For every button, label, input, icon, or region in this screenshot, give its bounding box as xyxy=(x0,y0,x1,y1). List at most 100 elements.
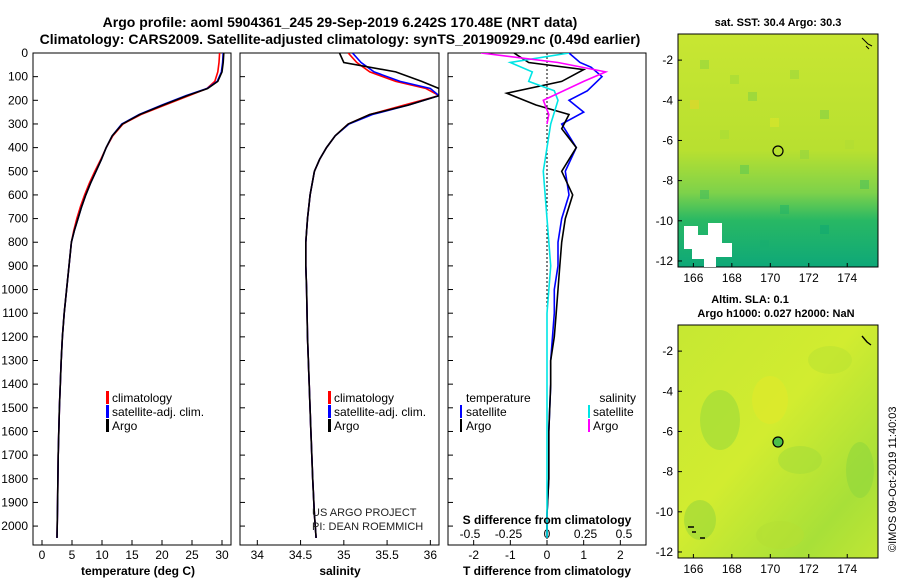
legend-swatch-t-argo xyxy=(460,419,462,432)
project-credit: US ARGO PROJECT xyxy=(312,507,417,519)
legend-swatch-s-satellite xyxy=(588,405,590,418)
map-x-tick-label: 170 xyxy=(760,562,780,576)
legend-swatch-climatology xyxy=(328,391,331,404)
difference-legend: temperature satellite Argo salinity sate… xyxy=(460,391,636,433)
sst-map-axes: 166 168 170 172 174 -2 -4 -6 -8 -10 -12 xyxy=(656,53,858,285)
map-y-tick-label: -12 xyxy=(656,545,674,559)
x-tick-label: 2 xyxy=(617,548,624,562)
legend-label-climatology: climatology xyxy=(334,391,394,405)
legend-label-argo: Argo xyxy=(334,419,360,433)
temperature-x-axis: 0 5 10 15 20 25 30 xyxy=(39,540,229,562)
map-y-tick-label: -8 xyxy=(662,174,673,188)
depth-tick-label: 700 xyxy=(8,212,28,226)
depth-tick-label: 1800 xyxy=(1,472,28,486)
x-tick-label: 0 xyxy=(544,548,551,562)
depth-tick-label: 1300 xyxy=(1,354,28,368)
salinity-xlabel: salinity xyxy=(319,564,361,578)
salinity-legend: climatology satellite-adj. clim. Argo xyxy=(328,391,426,433)
series-line-argo xyxy=(304,53,439,538)
sla-map-axes: 166 168 170 172 174 -2 -4 -6 -8 -10 -12 xyxy=(656,344,858,576)
legend-label-satellite: satellite-adj. clim. xyxy=(112,405,204,419)
depth-tick-label: 900 xyxy=(8,259,28,273)
map-x-tick-label: 166 xyxy=(683,271,703,285)
sla-argo-position-marker xyxy=(772,436,784,448)
sst-land-mask xyxy=(684,223,732,267)
difference-series xyxy=(480,53,609,538)
legend-label-climatology: climatology xyxy=(112,391,172,405)
map-x-tick-label: 174 xyxy=(837,271,857,285)
map-y-tick-label: -4 xyxy=(662,93,673,107)
x-tick-label: 35 xyxy=(337,548,351,562)
temperature-legend: climatology satellite-adj. clim. Argo xyxy=(106,391,204,433)
figure-title-line1: Argo profile: aoml 5904361_245 29-Sep-20… xyxy=(103,14,578,30)
x-tick-label: 5 xyxy=(69,548,76,562)
x-tick-label: 1 xyxy=(580,548,587,562)
depth-tick-label: 1100 xyxy=(2,306,28,320)
x-tick-label: -2 xyxy=(468,548,479,562)
legend-swatch-climatology xyxy=(106,391,109,404)
x-tick-label: -1 xyxy=(505,548,516,562)
depth-tick-label: 100 xyxy=(8,70,28,84)
depth-tick-label: 1900 xyxy=(1,495,28,509)
depth-axis: 0 100 200 300 400 500 600 700 800 900 1000 1100 1200… xyxy=(1,46,453,533)
map-y-tick-label: -6 xyxy=(662,424,673,438)
legend-swatch-satellite xyxy=(328,405,331,418)
map-x-tick-label: 172 xyxy=(799,562,819,576)
sla-map xyxy=(677,324,879,559)
legend-label-argo: Argo xyxy=(112,419,138,433)
depth-tick-label: 1400 xyxy=(1,377,28,391)
depth-tick-label: 300 xyxy=(8,117,28,131)
legend-swatch-t-satellite xyxy=(460,405,462,418)
imos-footer: ©IMOS 09-Oct-2019 11:40:03 xyxy=(887,407,899,552)
legend-label-s-satellite: satellite xyxy=(593,405,634,419)
salinity-difference-xlabel: S difference from climatology xyxy=(463,513,632,527)
difference-x-axis: -2 -1 0 1 2 xyxy=(468,540,624,562)
legend-label-satellite: satellite-adj. clim. xyxy=(334,405,426,419)
depth-tick-label: 1200 xyxy=(1,330,28,344)
salinity-series xyxy=(304,53,439,538)
sla-coastline xyxy=(688,335,872,539)
depth-tick-label: 2000 xyxy=(1,519,28,533)
depth-tick-label: 1600 xyxy=(1,424,28,438)
sst-map-texture xyxy=(690,60,869,249)
map-y-tick-label: -2 xyxy=(662,53,673,67)
x-tick-label: 10 xyxy=(95,548,109,562)
legend-title-salinity: salinity xyxy=(599,391,636,405)
map-y-tick-label: -10 xyxy=(656,505,674,519)
temperature-xlabel: temperature (deg C) xyxy=(81,564,195,578)
map-x-tick-label: 170 xyxy=(760,271,780,285)
figure-title-line2: Climatology: CARS2009. Satellite-adjuste… xyxy=(40,31,641,47)
sst-argo-position-marker xyxy=(772,145,784,157)
x2-tick-label: 0.5 xyxy=(616,527,633,541)
series-line-s-argo xyxy=(480,53,609,125)
sst-map-title: sat. SST: 30.4 Argo: 30.3 xyxy=(715,17,842,29)
x-tick-label: 34.5 xyxy=(289,548,313,562)
map-y-tick-label: -8 xyxy=(662,465,673,479)
sst-map xyxy=(677,33,879,268)
x-tick-label: 25 xyxy=(185,548,199,562)
x2-tick-label: -0.5 xyxy=(460,527,481,541)
legend-swatch-argo xyxy=(106,419,109,432)
legend-swatch-satellite xyxy=(106,405,109,418)
map-y-tick-label: -10 xyxy=(656,214,674,228)
legend-label-t-argo: Argo xyxy=(466,419,492,433)
difference-xlabel: T difference from climatology xyxy=(463,564,631,578)
legend-swatch-s-argo xyxy=(588,419,590,432)
map-x-tick-label: 172 xyxy=(799,271,819,285)
depth-tick-label: 400 xyxy=(8,141,28,155)
map-y-tick-label: -2 xyxy=(662,344,673,358)
x-tick-label: 15 xyxy=(125,548,139,562)
x-tick-label: 0 xyxy=(39,548,46,562)
series-line-t-argo xyxy=(503,53,587,538)
depth-tick-label: 0 xyxy=(21,46,28,60)
depth-tick-label: 500 xyxy=(8,164,28,178)
legend-label-t-satellite: satellite xyxy=(466,405,507,419)
legend-swatch-argo xyxy=(328,419,331,432)
legend-title-temperature: temperature xyxy=(466,391,531,405)
temperature-series xyxy=(56,53,225,538)
map-y-tick-label: -4 xyxy=(662,384,673,398)
map-x-tick-label: 166 xyxy=(683,562,703,576)
pi-credit: PI: DEAN ROEMMICH xyxy=(312,521,423,533)
depth-tick-label: 1700 xyxy=(1,448,28,462)
